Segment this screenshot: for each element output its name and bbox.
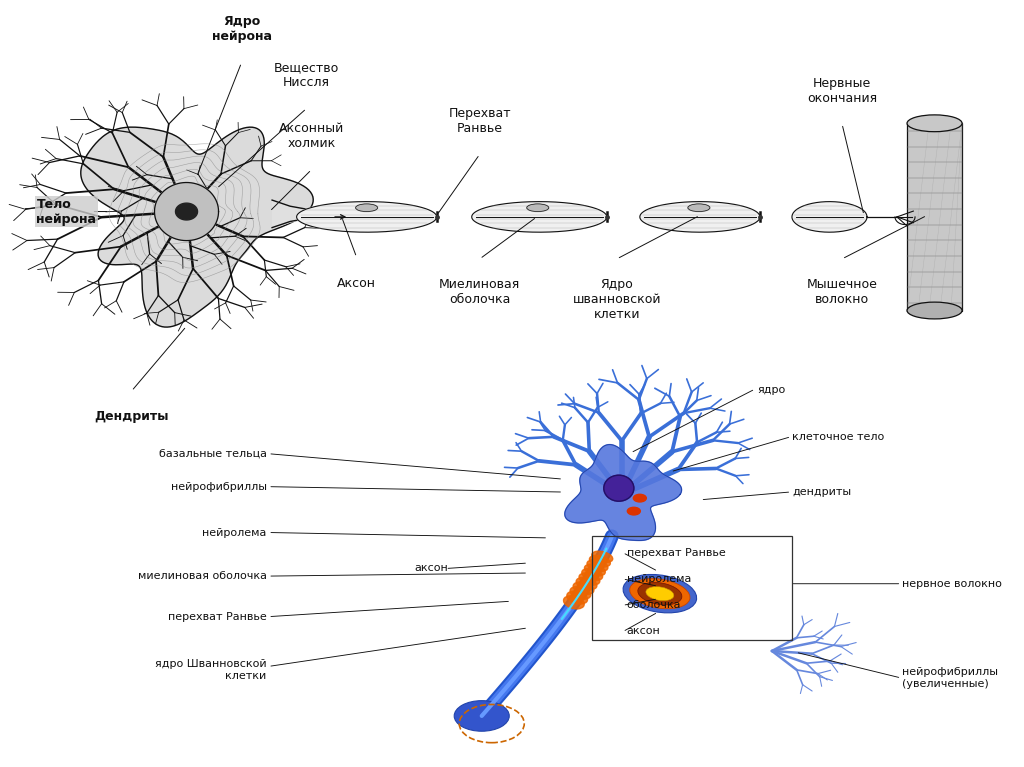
Ellipse shape (638, 582, 682, 605)
Text: оболочка: оболочка (627, 600, 681, 610)
Ellipse shape (455, 700, 509, 731)
Polygon shape (640, 202, 760, 232)
Polygon shape (81, 127, 313, 327)
Ellipse shape (579, 573, 600, 585)
Polygon shape (175, 203, 198, 220)
Bar (592, 536, 792, 640)
Ellipse shape (623, 574, 696, 613)
Ellipse shape (592, 551, 612, 562)
Polygon shape (565, 445, 682, 541)
Text: Перехват
Ранвье: Перехват Ранвье (449, 107, 511, 135)
Polygon shape (472, 202, 607, 232)
Text: аксон: аксон (415, 564, 449, 574)
Text: перехват Ранвье: перехват Ранвье (168, 611, 266, 621)
Text: Аксонный
холмик: Аксонный холмик (279, 123, 344, 150)
Ellipse shape (587, 560, 608, 571)
Text: ядро Шванновской
клетки: ядро Шванновской клетки (155, 660, 266, 681)
Ellipse shape (604, 476, 634, 501)
Text: Дендриты: Дендриты (94, 410, 169, 423)
Ellipse shape (582, 568, 603, 581)
Ellipse shape (355, 204, 378, 212)
Text: аксон: аксон (627, 626, 660, 636)
Ellipse shape (526, 204, 549, 212)
Text: нейролема: нейролема (202, 528, 266, 538)
Text: нервное волокно: нервное волокно (902, 579, 1001, 589)
Ellipse shape (907, 302, 963, 319)
Ellipse shape (570, 587, 591, 599)
Ellipse shape (573, 582, 594, 594)
Text: Тело
нейрона: Тело нейрона (37, 198, 96, 225)
Polygon shape (297, 202, 436, 232)
Text: Миелиновая
оболочка: Миелиновая оболочка (439, 278, 520, 306)
Text: Вещество
Ниссля: Вещество Ниссля (274, 61, 339, 89)
Text: перехват Ранвье: перехват Ранвье (627, 548, 726, 558)
Text: миелиновая оболочка: миелиновая оболочка (137, 571, 266, 581)
Text: нейрофибриллы
(увеличенные): нейрофибриллы (увеличенные) (902, 667, 998, 689)
Text: Мышечное
волокно: Мышечное волокно (807, 278, 878, 306)
Ellipse shape (585, 564, 605, 576)
Text: базальные тельца: базальные тельца (159, 449, 266, 459)
Ellipse shape (563, 596, 585, 609)
Ellipse shape (633, 494, 646, 502)
Text: Тело
нейрона: Тело нейрона (37, 198, 96, 225)
Ellipse shape (646, 587, 674, 601)
Polygon shape (792, 202, 867, 232)
Text: дендриты: дендриты (792, 487, 851, 497)
Ellipse shape (577, 578, 597, 590)
Text: клеточное тело: клеточное тело (792, 432, 884, 442)
Ellipse shape (907, 115, 963, 132)
Ellipse shape (630, 578, 690, 609)
Text: Ядро
нейрона: Ядро нейрона (212, 15, 271, 44)
Ellipse shape (590, 555, 610, 567)
Text: Нервные
окончания: Нервные окончания (807, 77, 877, 104)
Ellipse shape (628, 507, 640, 515)
Text: нейрофибриллы: нейрофибриллы (171, 482, 266, 492)
Text: нейролема: нейролема (627, 574, 691, 584)
Polygon shape (155, 183, 218, 241)
Text: Аксон: Аксон (337, 277, 376, 289)
Bar (907, 123, 963, 311)
Ellipse shape (567, 591, 588, 604)
Text: Ядро
шванновской
клетки: Ядро шванновской клетки (572, 278, 662, 321)
Ellipse shape (688, 204, 710, 212)
Text: ядро: ядро (757, 384, 785, 394)
